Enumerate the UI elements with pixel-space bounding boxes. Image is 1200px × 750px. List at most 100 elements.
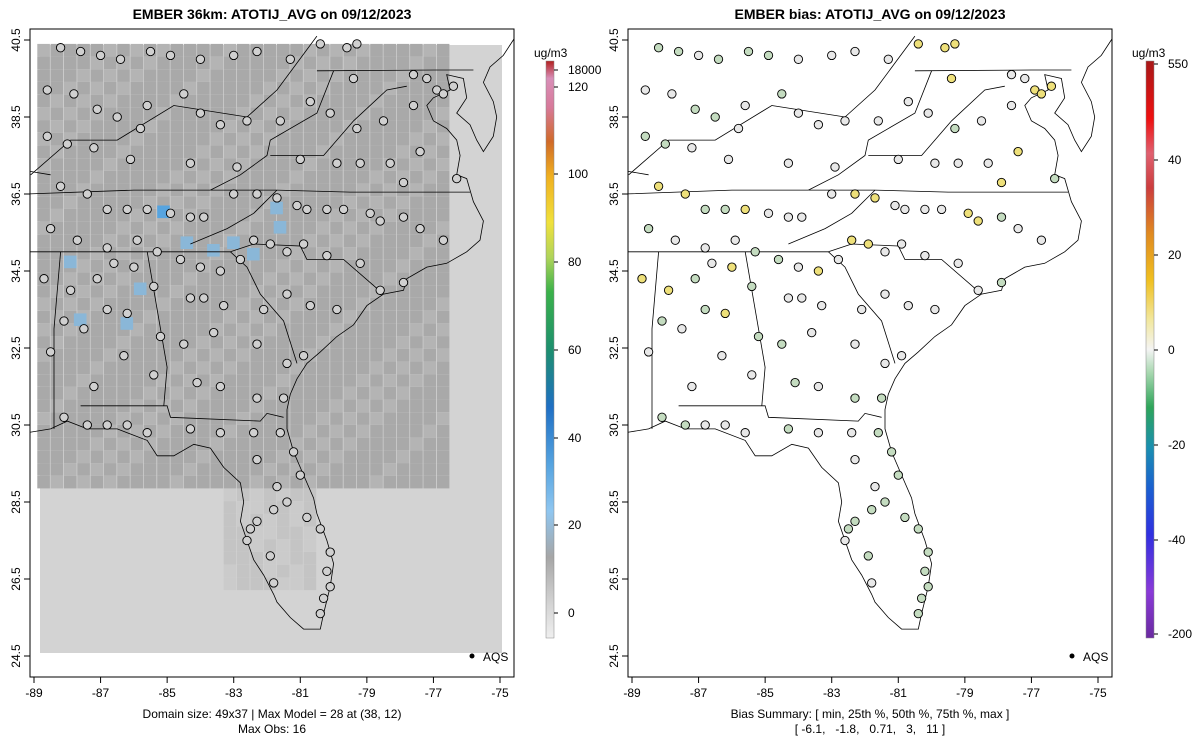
model-cell bbox=[343, 170, 357, 184]
model-cell bbox=[330, 475, 343, 489]
model-cell bbox=[157, 463, 170, 476]
observation-point bbox=[125, 154, 136, 165]
model-cell bbox=[290, 297, 303, 311]
observation-point bbox=[720, 420, 730, 430]
model-cell bbox=[383, 247, 397, 260]
observation-point bbox=[903, 300, 913, 311]
model-cell bbox=[396, 425, 410, 438]
model-cell bbox=[410, 234, 423, 247]
observation-point bbox=[870, 481, 880, 492]
model-cell bbox=[436, 247, 450, 260]
model-cell-high bbox=[207, 244, 220, 257]
model-cell bbox=[157, 259, 170, 273]
model-cell bbox=[316, 297, 330, 311]
model-cell bbox=[170, 132, 184, 146]
model-cell bbox=[370, 69, 383, 82]
aqs-legend-marker bbox=[469, 653, 475, 659]
observation-point bbox=[793, 262, 804, 272]
model-cell bbox=[143, 450, 157, 463]
model-cell bbox=[223, 526, 237, 540]
observation-point bbox=[973, 216, 983, 226]
model-cell bbox=[130, 209, 144, 222]
model-cell bbox=[356, 348, 370, 362]
model-cell bbox=[117, 336, 130, 349]
observation-point bbox=[1013, 146, 1023, 157]
observation-point bbox=[873, 116, 883, 126]
observation-point bbox=[913, 524, 923, 534]
model-cell bbox=[330, 234, 343, 247]
model-cell bbox=[77, 170, 90, 184]
colorbar-tick-label: 20 bbox=[1168, 248, 1182, 262]
model-cell bbox=[356, 437, 370, 451]
model-cell bbox=[277, 259, 290, 273]
model-cell bbox=[90, 310, 104, 324]
model-cell bbox=[396, 310, 410, 324]
model-cell bbox=[436, 183, 450, 197]
observation-point bbox=[282, 289, 292, 299]
model-cell bbox=[263, 82, 277, 95]
observation-point bbox=[398, 177, 409, 188]
model-cell bbox=[130, 170, 144, 184]
model-cell bbox=[343, 425, 357, 438]
model-cell bbox=[77, 56, 90, 70]
model-cell bbox=[223, 412, 237, 425]
model-cell bbox=[383, 234, 397, 247]
observation-point bbox=[730, 235, 740, 245]
observation-point bbox=[282, 497, 292, 507]
model-cell bbox=[250, 69, 263, 82]
model-cell bbox=[383, 450, 397, 463]
model-cell bbox=[250, 221, 263, 235]
model-cell bbox=[157, 120, 170, 133]
model-cell bbox=[197, 437, 210, 451]
y-tick-label: 32.5 bbox=[607, 336, 621, 360]
model-cell bbox=[130, 425, 144, 438]
model-cell bbox=[263, 374, 277, 387]
x-tick-label: -89 bbox=[623, 686, 641, 700]
observation-point bbox=[637, 274, 647, 284]
model-cell bbox=[436, 310, 450, 324]
x-tick-label: -81 bbox=[890, 686, 908, 700]
y-tick-label: 36.5 bbox=[9, 182, 23, 206]
model-cell bbox=[343, 56, 357, 70]
model-cell bbox=[37, 310, 50, 324]
model-cell bbox=[396, 259, 410, 273]
model-cell bbox=[130, 463, 144, 476]
observation-point bbox=[913, 39, 923, 49]
model-cell bbox=[117, 386, 130, 400]
model-cell bbox=[197, 196, 210, 209]
observation-point bbox=[777, 339, 787, 349]
observation-point bbox=[920, 204, 930, 215]
model-cell bbox=[250, 310, 263, 324]
model-cell bbox=[263, 120, 277, 133]
model-cell bbox=[237, 132, 250, 146]
model-cell bbox=[64, 221, 77, 235]
model-cell bbox=[303, 56, 317, 70]
model-cell bbox=[277, 170, 290, 184]
model-cell bbox=[436, 374, 450, 387]
observation-point bbox=[1036, 235, 1047, 245]
x-tick-label: -83 bbox=[823, 686, 841, 700]
observation-point bbox=[302, 512, 312, 523]
model-cell bbox=[77, 221, 90, 235]
model-cell bbox=[277, 513, 290, 527]
colorbar-tick-label: 80 bbox=[568, 255, 582, 269]
observation-point bbox=[747, 370, 757, 380]
model-cell bbox=[90, 437, 104, 451]
model-cell bbox=[130, 297, 144, 311]
x-tick-label: -85 bbox=[756, 686, 774, 700]
model-cell bbox=[290, 183, 303, 197]
model-cell bbox=[303, 120, 317, 133]
model-cell bbox=[277, 43, 290, 57]
model-cell bbox=[77, 145, 90, 159]
observation-point bbox=[946, 73, 957, 84]
model-cell bbox=[356, 272, 370, 286]
model-cell bbox=[423, 247, 436, 260]
observation-point bbox=[950, 123, 960, 134]
observation-point bbox=[448, 81, 459, 91]
model-cell bbox=[210, 43, 223, 57]
model-cell bbox=[197, 221, 210, 235]
model-cell bbox=[223, 310, 237, 324]
model-cell bbox=[223, 132, 237, 146]
model-cell bbox=[130, 221, 144, 235]
observation-point bbox=[115, 54, 126, 64]
